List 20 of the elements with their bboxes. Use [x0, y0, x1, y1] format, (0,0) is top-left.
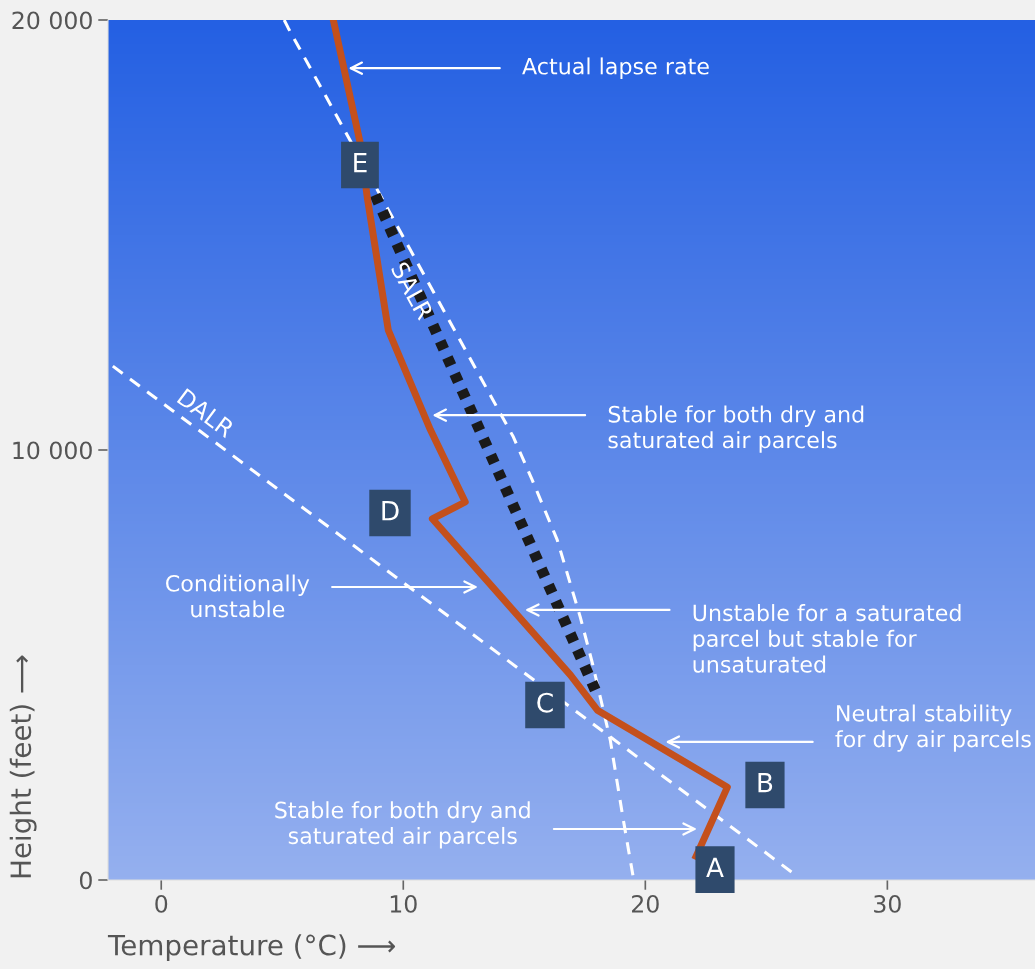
y-tick-label: 20 000	[12, 11, 92, 30]
x-axis-title: Temperature (°C) ⟶	[107, 934, 396, 961]
y-axis-title: Height (feet) ⟶	[9, 655, 37, 878]
annotation: D	[382, 501, 399, 521]
annotation: Stable for both dry and saturated air parcels	[275, 801, 530, 849]
x-tick-label: 10	[390, 895, 417, 913]
annotation: E	[354, 153, 367, 173]
x-tick-label: 30	[874, 895, 901, 913]
y-tick-label: 10 000	[13, 441, 92, 460]
annotation: Actual lapse rate	[522, 57, 709, 79]
annotation: Unstable for a saturated parcel but stable for unsaturated	[693, 604, 961, 673]
x-tick-label: 0	[155, 895, 168, 913]
annotation: Stable for both dry and saturated air parcels	[608, 405, 864, 453]
annotation: C	[537, 692, 553, 713]
annotation: B	[758, 773, 773, 793]
annotation: A	[706, 857, 724, 877]
y-tick-label: 0	[79, 871, 92, 890]
annotation: Neutral stability for dry air parcels	[835, 704, 1031, 752]
x-tick-label: 20	[632, 895, 659, 913]
annotation: Conditionally unstable	[166, 574, 310, 618]
